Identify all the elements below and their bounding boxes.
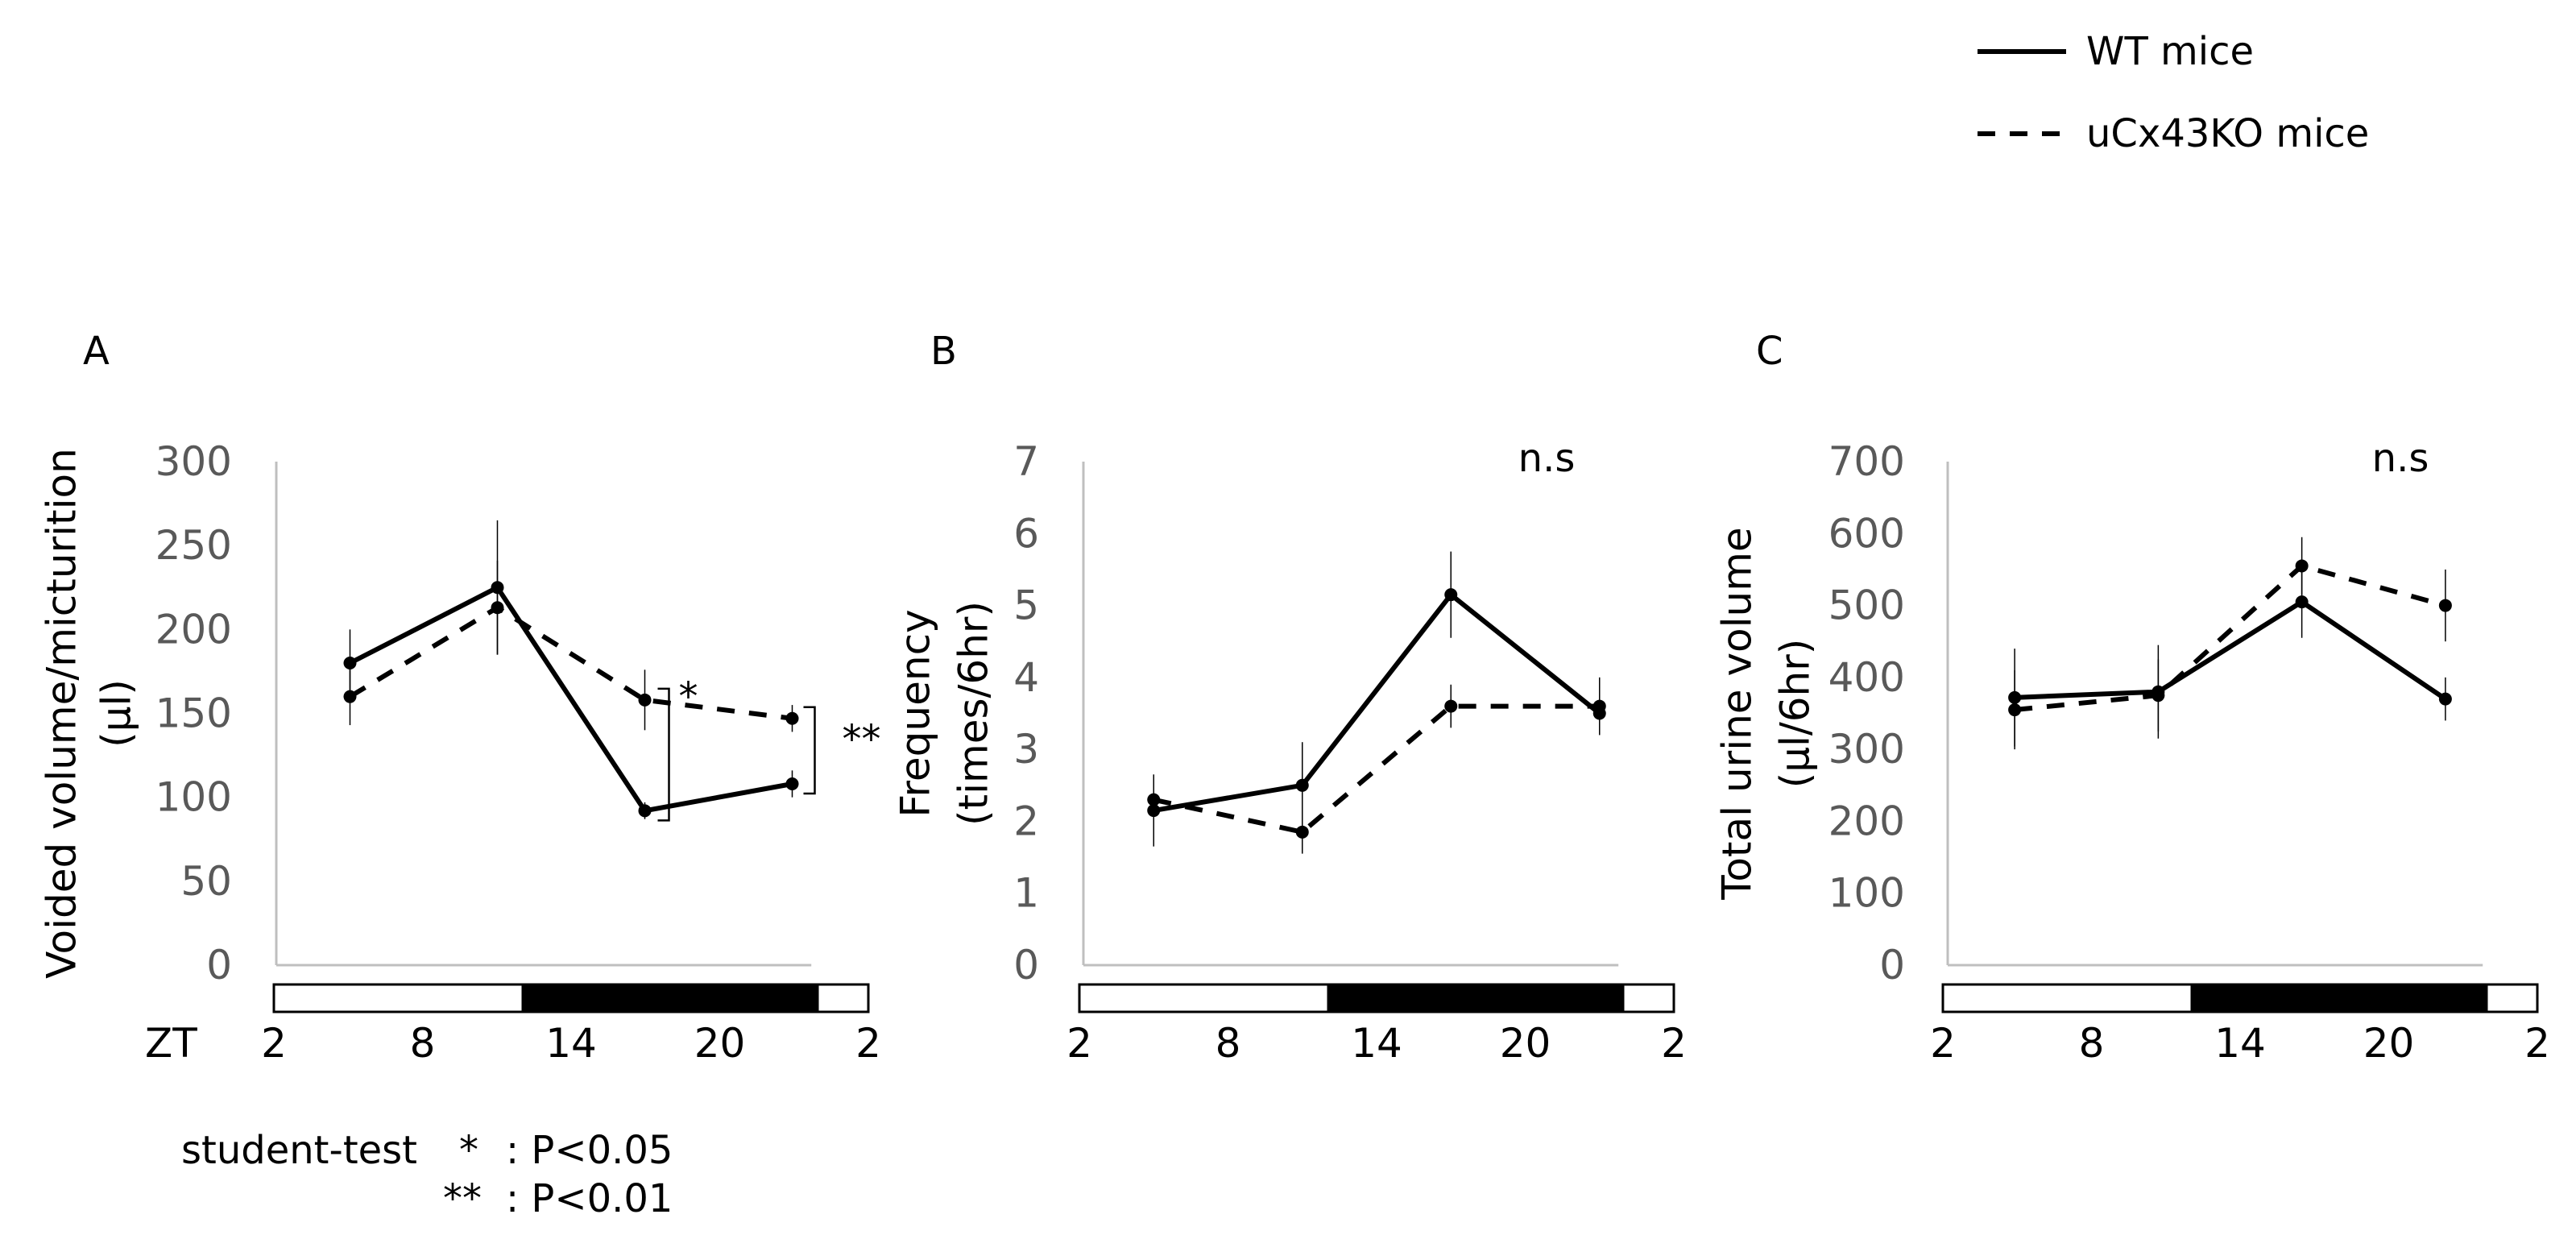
x-tick-label: 14	[2214, 1020, 2266, 1067]
data-point-ko	[343, 690, 357, 703]
y-tick-label: 100	[155, 774, 232, 821]
y-tick-label: 5	[1013, 582, 1039, 629]
chart-panel-c: 0 100 200 300 400 500 600 700 Total urine volume…	[1714, 436, 2550, 1067]
y-tick-label: 1	[1013, 870, 1039, 917]
data-point-wt	[1444, 588, 1458, 602]
legend-label-ko: uCx43KO mice	[2086, 111, 2369, 156]
significance-marker: *	[679, 674, 698, 719]
y-axis-label: (μl)	[93, 679, 140, 748]
x-tick-label: 20	[1500, 1020, 1551, 1067]
y-tick-label: 250	[155, 522, 232, 569]
x-tick-label: 2	[1661, 1020, 1687, 1067]
data-point-wt	[343, 657, 357, 669]
significance-marker: **	[843, 717, 881, 762]
y-tick-label: 0	[1013, 942, 1039, 989]
y-tick-label: 700	[1828, 438, 1905, 485]
y-tick-label: 6	[1013, 510, 1039, 557]
x-tick-label: 2	[1930, 1020, 1956, 1067]
data-point-wt	[2438, 692, 2452, 706]
data-point-ko	[1295, 825, 1309, 839]
panel-letter-c: C	[1756, 329, 1783, 374]
footnote-test-name: student-test	[181, 1128, 417, 1173]
x-tick-label: 2	[261, 1020, 287, 1067]
data-point-ko	[1147, 793, 1161, 806]
x-tick-label: 14	[545, 1020, 597, 1067]
y-tick-label: 200	[1828, 798, 1905, 844]
footnote-text-1: : P<0.05	[506, 1128, 673, 1173]
x-tick-label: 8	[410, 1020, 436, 1067]
y-axis-label: (μl/6hr)	[1772, 639, 1819, 789]
data-point-wt	[1295, 778, 1309, 792]
x-tick-label: 8	[1216, 1020, 1241, 1067]
data-point-wt	[638, 804, 652, 818]
data-point-ko	[1444, 699, 1458, 713]
series-line-wt	[349, 584, 793, 814]
data-point-wt	[2295, 595, 2309, 609]
y-tick-label: 50	[180, 858, 232, 905]
zt-label: ZT	[145, 1020, 197, 1067]
panel-letter-b: B	[930, 329, 957, 374]
data-point-ko	[491, 601, 504, 615]
data-point-ko	[2151, 689, 2165, 703]
y-tick-label: 7	[1013, 438, 1039, 485]
footnote-text-2: : P<0.01	[506, 1176, 673, 1221]
dark-period-bar	[521, 984, 819, 1012]
y-axis-label: Total urine volume	[1714, 527, 1761, 900]
y-tick-label: 2	[1013, 798, 1039, 844]
chart-panel-a: 0 50 100 150 200 250 300 Voided volume/micturit…	[39, 438, 881, 1067]
dark-period-bar	[1327, 984, 1625, 1012]
data-point-ko	[638, 693, 652, 707]
y-tick-label: 400	[1828, 654, 1905, 701]
x-tick-label: 2	[1066, 1020, 1092, 1067]
y-tick-label: 0	[206, 942, 232, 989]
x-tick-label: 14	[1351, 1020, 1402, 1067]
footnote-symbol-1: *	[459, 1128, 478, 1173]
legend-label-wt: WT mice	[2086, 29, 2254, 74]
footnote-symbol-2: **	[443, 1176, 482, 1221]
x-tick-label: 20	[2363, 1020, 2415, 1067]
y-tick-label: 500	[1828, 582, 1905, 629]
series-line-wt	[1153, 591, 1601, 813]
data-point-wt	[785, 777, 799, 790]
y-tick-label: 3	[1013, 726, 1039, 773]
data-point-ko	[2008, 703, 2022, 717]
series-line-uCx43KO	[348, 604, 793, 721]
y-tick-label: 150	[155, 690, 232, 737]
series-line-uCx43KO	[1153, 703, 1600, 835]
x-tick-label: 8	[2079, 1020, 2105, 1067]
data-point-ko	[2438, 599, 2452, 612]
significance-annotation: n.s	[1518, 436, 1576, 481]
y-axis-label: Voided volume/micturition	[39, 448, 85, 979]
y-tick-label: 200	[155, 606, 232, 653]
y-tick-label: 300	[155, 438, 232, 485]
significance-bracket	[657, 687, 670, 822]
data-point-ko	[2295, 559, 2309, 573]
y-axis-label: (times/6hr)	[950, 601, 997, 826]
series-line-uCx43KO	[2014, 563, 2446, 713]
significance-bracket	[803, 706, 816, 795]
dark-period-bar	[2190, 984, 2488, 1012]
x-tick-label: 2	[2524, 1020, 2550, 1067]
chart-panel-b: 0 1 2 3 4 5 6 7 Frequency (times/6hr) 2 8 14 20 2 n.s	[892, 436, 1687, 1067]
y-tick-label: 100	[1828, 870, 1905, 917]
y-tick-label: 0	[1879, 942, 1905, 989]
panel-letter-a: A	[83, 329, 110, 374]
x-tick-label: 2	[855, 1020, 881, 1067]
x-tick-label: 20	[694, 1020, 746, 1067]
significance-annotation: n.s	[2372, 436, 2429, 481]
series-line-wt	[2015, 599, 2447, 702]
data-point-ko	[785, 711, 799, 725]
y-tick-label: 600	[1828, 510, 1905, 557]
y-axis-label: Frequency	[892, 609, 939, 817]
y-tick-label: 4	[1013, 654, 1039, 701]
y-tick-label: 300	[1828, 726, 1905, 773]
data-point-ko	[1592, 699, 1606, 713]
legend: WT mice uCx43KO mice	[1978, 29, 2369, 156]
